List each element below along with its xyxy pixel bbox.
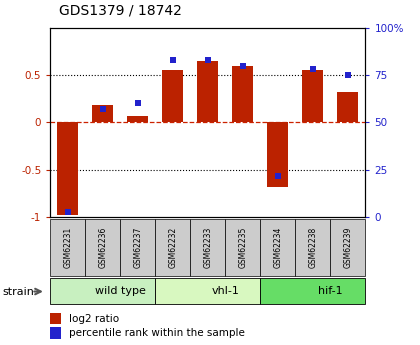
Text: GSM62237: GSM62237: [134, 227, 142, 268]
Text: wild type: wild type: [95, 286, 146, 296]
Bar: [232, 66, 253, 122]
Bar: [302, 70, 323, 122]
Text: GDS1379 / 18742: GDS1379 / 18742: [59, 3, 182, 17]
Bar: [155, 219, 190, 276]
Bar: [163, 70, 184, 122]
Text: GSM62231: GSM62231: [63, 227, 72, 268]
Text: percentile rank within the sample: percentile rank within the sample: [69, 328, 245, 338]
Bar: [50, 313, 61, 324]
Text: GSM62239: GSM62239: [344, 227, 352, 268]
Text: strain: strain: [2, 287, 34, 296]
Text: GSM62234: GSM62234: [273, 227, 282, 268]
Bar: [92, 105, 113, 122]
Bar: [226, 219, 260, 276]
Bar: [127, 116, 148, 122]
Text: vhl-1: vhl-1: [211, 286, 239, 296]
Bar: [121, 219, 155, 276]
Bar: [50, 219, 85, 276]
Bar: [268, 122, 289, 187]
Bar: [58, 122, 79, 215]
Bar: [50, 278, 155, 304]
Bar: [197, 61, 218, 122]
Text: GSM62235: GSM62235: [239, 227, 247, 268]
Text: GSM62238: GSM62238: [308, 227, 318, 268]
Bar: [260, 278, 365, 304]
Bar: [295, 219, 331, 276]
Bar: [190, 219, 226, 276]
Text: GSM62233: GSM62233: [203, 227, 213, 268]
Bar: [155, 278, 260, 304]
Bar: [337, 92, 358, 122]
Text: GSM62232: GSM62232: [168, 227, 177, 268]
Text: hif-1: hif-1: [318, 286, 343, 296]
Bar: [260, 219, 295, 276]
Bar: [50, 327, 61, 339]
Bar: [331, 219, 365, 276]
Text: log2 ratio: log2 ratio: [69, 314, 119, 324]
Bar: [85, 219, 121, 276]
Text: GSM62236: GSM62236: [98, 227, 108, 268]
